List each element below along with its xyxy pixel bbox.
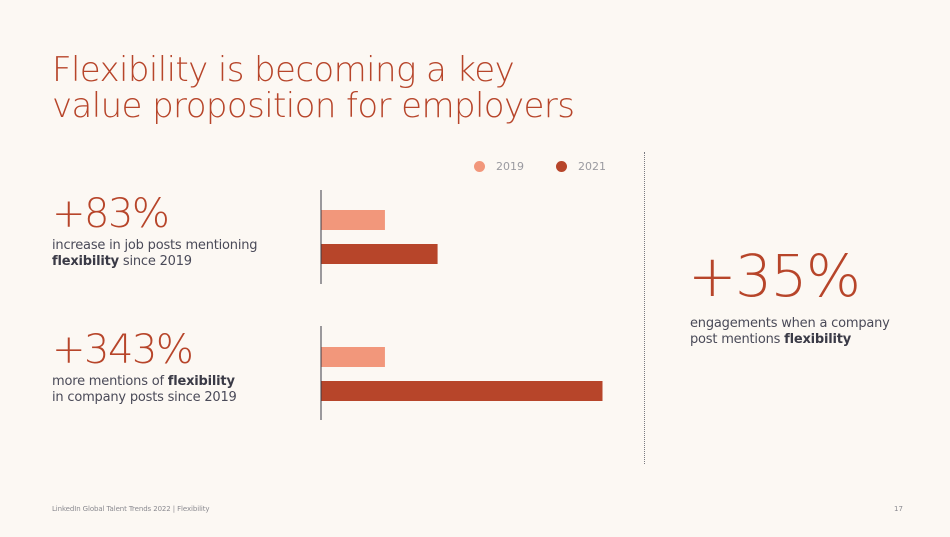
bar-job-posts-2021 bbox=[321, 244, 438, 264]
vertical-divider bbox=[644, 152, 645, 464]
legend-swatch-2021 bbox=[556, 161, 567, 172]
stat-desc-bold: flexibility bbox=[167, 374, 235, 389]
title-line-2: value proposition for employers bbox=[52, 86, 575, 126]
stat-description-company-posts: more mentions of flexibility in company … bbox=[52, 374, 292, 406]
stat-desc-text-after: in company posts since 2019 bbox=[52, 390, 237, 405]
legend-swatch-2019 bbox=[474, 161, 485, 172]
stat-description-engagements: engagements when a company post mentions… bbox=[690, 316, 930, 348]
stat-desc-bold: flexibility bbox=[784, 332, 852, 347]
bar-chart bbox=[320, 190, 603, 420]
stat-value-job-posts: +83% bbox=[52, 191, 170, 237]
bar-company-posts-2019 bbox=[321, 347, 385, 367]
stat-desc-text: increase in job posts mentioning bbox=[52, 238, 258, 253]
stat-desc-text: more mentions of bbox=[52, 374, 168, 389]
stat-desc-text-2: post mentions bbox=[690, 332, 785, 347]
legend-item-2019: 2019 bbox=[474, 160, 524, 173]
stat-value-engagements: +35% bbox=[688, 242, 861, 310]
title-line-1: Flexibility is becoming a key bbox=[52, 50, 515, 90]
stat-desc-text-after: since 2019 bbox=[118, 254, 192, 269]
stat-description-job-posts: increase in job posts mentioning flexibi… bbox=[52, 238, 292, 270]
footer-text: LinkedIn Global Talent Trends 2022 | Fle… bbox=[52, 505, 210, 513]
stat-value-company-posts: +343% bbox=[52, 327, 194, 373]
legend-label-2019: 2019 bbox=[496, 160, 524, 173]
legend-item-2021: 2021 bbox=[556, 160, 606, 173]
stat-desc-bold: flexibility bbox=[52, 254, 119, 269]
page-title: Flexibility is becoming a key value prop… bbox=[52, 52, 612, 124]
bar-job-posts-2019 bbox=[321, 210, 385, 230]
page-number: 17 bbox=[894, 505, 903, 513]
stat-desc-text: engagements when a company bbox=[690, 316, 890, 331]
bar-company-posts-2021 bbox=[321, 381, 603, 401]
legend-label-2021: 2021 bbox=[578, 160, 606, 173]
